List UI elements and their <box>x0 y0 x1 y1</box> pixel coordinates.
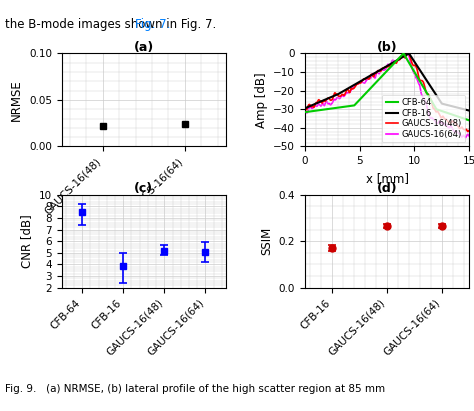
Line: CFB-64: CFB-64 <box>305 53 469 120</box>
GAUCS-16(48) <box>412 63 418 68</box>
CFB-16 <box>426 81 432 86</box>
CFB-64 <box>344 104 350 109</box>
CFB-64 <box>426 94 432 99</box>
CFB-16 <box>466 108 472 113</box>
Line: GAUCS-16(48): GAUCS-16(48) <box>305 53 469 132</box>
GAUCS-16(64) <box>403 51 409 56</box>
GAUCS-16(64) <box>331 97 337 102</box>
Title: (d): (d) <box>377 182 397 195</box>
CFB-16 <box>331 93 337 98</box>
Y-axis label: CNR [dB]: CNR [dB] <box>20 215 33 268</box>
CFB-16 <box>344 86 350 91</box>
CFB-64 <box>331 106 337 111</box>
CFB-16 <box>302 106 308 111</box>
GAUCS-16(64) <box>426 112 432 117</box>
CFB-16 <box>406 51 412 56</box>
CFB-64 <box>401 51 406 56</box>
GAUCS-16(48) <box>465 129 471 134</box>
Line: CFB-16: CFB-16 <box>305 53 469 111</box>
GAUCS-16(48) <box>404 51 410 56</box>
CFB-16 <box>399 55 405 60</box>
Y-axis label: SSIM: SSIM <box>260 227 273 255</box>
Title: (b): (b) <box>377 41 397 54</box>
Legend: CFB-64, CFB-16, GAUCS-16(48), GAUCS-16(64): CFB-64, CFB-16, GAUCS-16(48), GAUCS-16(6… <box>383 95 465 142</box>
Line: GAUCS-16(64): GAUCS-16(64) <box>305 53 469 138</box>
X-axis label: x [mm]: x [mm] <box>365 172 409 185</box>
GAUCS-16(48) <box>302 106 308 111</box>
GAUCS-16(48) <box>466 128 472 133</box>
Text: the B-mode images shown in Fig. 7.: the B-mode images shown in Fig. 7. <box>5 18 216 32</box>
CFB-16 <box>376 68 382 73</box>
GAUCS-16(64) <box>376 71 382 76</box>
Text: Fig. 7.: Fig. 7. <box>135 18 171 32</box>
GAUCS-16(48) <box>426 93 432 98</box>
GAUCS-16(48) <box>331 92 337 97</box>
CFB-64 <box>412 70 418 75</box>
GAUCS-16(64) <box>463 135 468 140</box>
Title: (c): (c) <box>134 182 154 195</box>
GAUCS-16(64) <box>344 90 350 95</box>
CFB-64 <box>466 118 472 123</box>
Y-axis label: NRMSE: NRMSE <box>10 79 23 121</box>
GAUCS-16(48) <box>399 54 405 59</box>
GAUCS-16(64) <box>466 134 472 139</box>
GAUCS-16(64) <box>399 55 405 60</box>
CFB-64 <box>376 76 382 81</box>
GAUCS-16(48) <box>376 69 382 74</box>
Text: Fig. 9.   (a) NRMSE, (b) lateral profile of the high scatter region at 85 mm: Fig. 9. (a) NRMSE, (b) lateral profile o… <box>5 384 385 394</box>
GAUCS-16(48) <box>344 87 350 92</box>
CFB-16 <box>412 60 418 65</box>
Title: (a): (a) <box>134 41 154 54</box>
CFB-64 <box>399 53 405 58</box>
CFB-64 <box>302 110 308 115</box>
GAUCS-16(64) <box>412 72 418 77</box>
GAUCS-16(64) <box>302 111 308 116</box>
Y-axis label: Amp [dB]: Amp [dB] <box>255 72 268 128</box>
